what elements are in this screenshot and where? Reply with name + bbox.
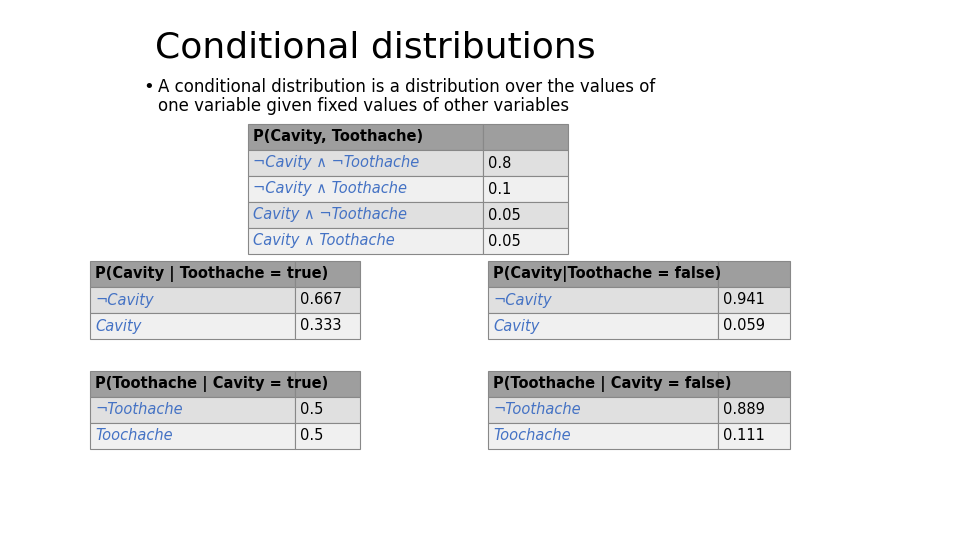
Text: Cavity: Cavity [493,319,540,334]
Bar [295,313,360,339]
Bar [718,287,790,313]
Text: ¬Toothache: ¬Toothache [493,402,581,417]
Text: P(Toothache | Cavity = false): P(Toothache | Cavity = false) [493,376,732,392]
Text: P(Cavity | Toothache = true): P(Cavity | Toothache = true) [95,266,328,282]
Text: ¬Cavity: ¬Cavity [95,293,154,307]
Text: P(Toothache | Cavity = true): P(Toothache | Cavity = true) [95,376,328,392]
Text: 0.889: 0.889 [723,402,765,417]
Text: A conditional distribution is a distribution over the values of: A conditional distribution is a distribu… [158,78,656,96]
Text: Cavity ∧ ¬Toothache: Cavity ∧ ¬Toothache [253,207,407,222]
Bar [295,371,360,397]
Text: ¬Cavity ∧ Toothache: ¬Cavity ∧ Toothache [253,181,407,197]
Text: 0.667: 0.667 [300,293,342,307]
Text: 0.111: 0.111 [723,429,765,443]
Bar [90,261,295,287]
Text: Cavity ∧ Toothache: Cavity ∧ Toothache [253,233,395,248]
Text: 0.059: 0.059 [723,319,765,334]
Bar [718,261,790,287]
Text: 0.1: 0.1 [488,181,512,197]
Text: P(Cavity|Toothache = false): P(Cavity|Toothache = false) [493,266,721,282]
Bar [483,202,568,228]
Text: 0.5: 0.5 [300,402,324,417]
Text: one variable given fixed values of other variables: one variable given fixed values of other… [158,97,569,115]
Bar [718,397,790,423]
Text: 0.941: 0.941 [723,293,765,307]
Bar [488,287,718,313]
Bar [90,313,295,339]
Bar [90,423,295,449]
Bar [483,228,568,254]
Bar [295,287,360,313]
Bar [248,124,483,150]
Text: Cavity: Cavity [95,319,141,334]
Bar [488,261,718,287]
Bar [295,261,360,287]
Text: 0.333: 0.333 [300,319,342,334]
Text: P(Cavity, Toothache): P(Cavity, Toothache) [253,130,423,145]
Text: Toochache: Toochache [95,429,173,443]
Bar [488,371,718,397]
Text: ¬Cavity: ¬Cavity [493,293,552,307]
Text: ¬Toothache: ¬Toothache [95,402,182,417]
Bar [248,150,483,176]
Bar [483,124,568,150]
Bar [488,313,718,339]
Bar [295,423,360,449]
Text: Toochache: Toochache [493,429,570,443]
Bar [488,397,718,423]
Text: Conditional distributions: Conditional distributions [155,30,595,64]
Bar [488,423,718,449]
Bar [90,287,295,313]
Bar [483,176,568,202]
Bar [90,397,295,423]
Bar [718,313,790,339]
Text: •: • [143,78,154,96]
Text: 0.8: 0.8 [488,156,512,171]
Bar [718,423,790,449]
Bar [718,371,790,397]
Bar [295,397,360,423]
Bar [483,150,568,176]
Text: 0.05: 0.05 [488,207,520,222]
Bar [248,176,483,202]
Text: ¬Cavity ∧ ¬Toothache: ¬Cavity ∧ ¬Toothache [253,156,420,171]
Bar [90,371,295,397]
Bar [248,202,483,228]
Text: 0.5: 0.5 [300,429,324,443]
Text: 0.05: 0.05 [488,233,520,248]
Bar [248,228,483,254]
